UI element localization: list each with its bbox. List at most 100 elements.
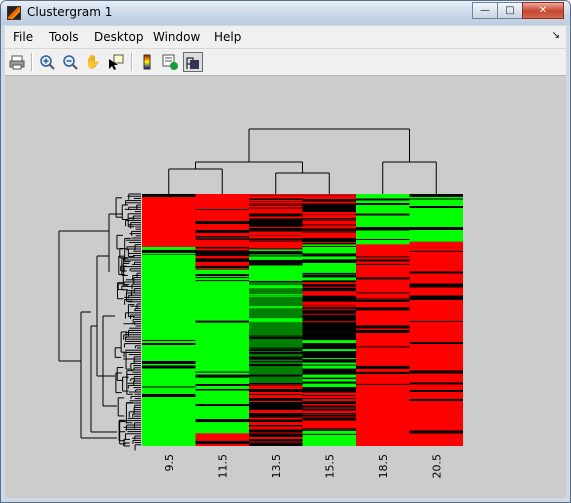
heatmap-block[interactable] [195,194,250,247]
heatmap-row-stripe[interactable] [302,306,357,308]
heatmap-row-stripe[interactable] [142,360,196,364]
heatmap-row-stripe[interactable] [249,347,303,349]
heatmap-row-stripe[interactable] [302,385,357,388]
heatmap-row-stripe[interactable] [302,286,357,288]
heatmap-row-stripe[interactable] [409,389,464,392]
heatmap-row-stripe[interactable] [249,410,303,413]
heatmap-row-stripe[interactable] [302,216,357,218]
heatmap-row-stripe[interactable] [356,383,410,385]
heatmap-row-stripe[interactable] [249,294,303,296]
heatmap-row-stripe[interactable] [195,237,250,239]
heatmap-row-stripe[interactable] [249,227,303,228]
heatmap-row-stripe[interactable] [302,429,357,431]
menu-file[interactable]: File [13,30,34,44]
heatmap-row-stripe[interactable] [142,365,196,369]
heatmap-row-stripe[interactable] [356,299,410,302]
data-cursor-button[interactable] [106,52,126,72]
heatmap-row-stripe[interactable] [142,342,196,345]
heatmap-row-stripe[interactable] [302,428,357,430]
close-button[interactable]: ✕ [522,2,564,19]
heatmap-row-stripe[interactable] [249,356,303,360]
heatmap-row-stripe[interactable] [302,195,357,198]
heatmap-row-stripe[interactable] [195,386,250,389]
heatmap-row-stripe[interactable] [195,248,250,251]
heatmap-block[interactable] [356,194,410,245]
heatmap-row-stripe[interactable] [302,413,357,415]
heatmap-row-stripe[interactable] [249,252,303,255]
heatmap-row-stripe[interactable] [409,370,464,374]
dendrogram-toggle-button[interactable] [183,52,203,72]
heatmap-row-stripe[interactable] [302,340,357,344]
heatmap-row-stripe[interactable] [195,404,250,407]
heatmap-row-stripe[interactable] [249,236,303,238]
heatmap-row-stripe[interactable] [356,371,410,374]
heatmap-row-stripe[interactable] [195,371,250,373]
heatmap-block[interactable] [302,430,357,446]
heatmap-row-stripe[interactable] [249,246,303,249]
menu-window[interactable]: Window [153,30,201,44]
heatmap-row-stripe[interactable] [249,234,303,236]
heatmap-row-stripe[interactable] [249,417,303,420]
heatmap-row-stripe[interactable] [409,341,464,344]
heatmap-row-stripe[interactable] [302,301,357,305]
heatmap-row-stripe[interactable] [356,213,410,216]
heatmap-row-stripe[interactable] [356,365,410,369]
heatmap-row-stripe[interactable] [302,225,357,229]
heatmap-row-stripe[interactable] [195,320,250,323]
heatmap-row-stripe[interactable] [302,349,357,352]
heatmap-row-stripe[interactable] [302,260,357,263]
heatmap-row-stripe[interactable] [302,374,357,378]
heatmap-row-stripe[interactable] [302,245,357,247]
heatmap[interactable] [142,194,463,446]
heatmap-row-stripe[interactable] [409,398,464,401]
heatmap-row-stripe[interactable] [142,246,196,250]
heatmap-row-stripe[interactable] [356,307,410,311]
minimize-button[interactable]: — [472,2,498,19]
heatmap-block[interactable] [195,433,250,446]
heatmap-row-stripe[interactable] [409,320,464,322]
heatmap-block[interactable] [142,254,196,446]
heatmap-row-stripe[interactable] [409,286,464,288]
heatmap-row-stripe[interactable] [249,437,303,439]
heatmap-row-stripe[interactable] [249,318,303,322]
heatmap-block[interactable] [409,251,464,446]
heatmap-block[interactable] [195,390,250,434]
heatmap-block[interactable] [249,249,303,283]
heatmap-row-stripe[interactable] [302,419,357,421]
heatmap-row-stripe[interactable] [409,198,464,200]
heatmap-row-stripe[interactable] [249,255,303,257]
heatmap-row-stripe[interactable] [356,346,410,348]
heatmap-row-stripe[interactable] [302,383,357,386]
heatmap-row-stripe[interactable] [249,386,303,389]
heatmap-row-stripe[interactable] [249,206,303,207]
heatmap-row-stripe[interactable] [249,262,303,265]
heatmap-row-stripe[interactable] [249,242,303,245]
heatmap-block[interactable] [356,244,410,446]
heatmap-row-stripe[interactable] [302,309,357,311]
heatmap-row-stripe[interactable] [249,349,303,352]
heatmap-row-stripe[interactable] [249,194,303,195]
heatmap-row-stripe[interactable] [249,259,303,263]
heatmap-row-stripe[interactable] [249,364,303,367]
heatmap-row-stripe[interactable] [249,207,303,209]
heatmap-row-stripe[interactable] [195,209,250,210]
heatmap-row-stripe[interactable] [302,194,357,195]
heatmap-row-stripe[interactable] [302,362,357,365]
heatmap-row-stripe[interactable] [356,259,410,262]
heatmap-row-stripe[interactable] [302,395,357,397]
heatmap-row-stripe[interactable] [302,365,357,369]
heatmap-row-stripe[interactable] [302,390,357,393]
heatmap-row-stripe[interactable] [249,441,303,443]
heatmap-row-stripe[interactable] [409,295,464,298]
heatmap-row-stripe[interactable] [249,195,303,199]
heatmap-row-stripe[interactable] [409,241,464,244]
heatmap-row-stripe[interactable] [409,382,464,385]
heatmap-row-stripe[interactable] [302,236,357,238]
heatmap-row-stripe[interactable] [249,237,303,239]
heatmap-row-stripe[interactable] [302,272,357,274]
heatmap-block[interactable] [142,194,196,247]
heatmap-row-stripe[interactable] [195,274,250,277]
heatmap-row-stripe[interactable] [356,198,410,201]
heatmap-row-stripe[interactable] [302,197,357,199]
heatmap-row-stripe[interactable] [195,239,250,240]
